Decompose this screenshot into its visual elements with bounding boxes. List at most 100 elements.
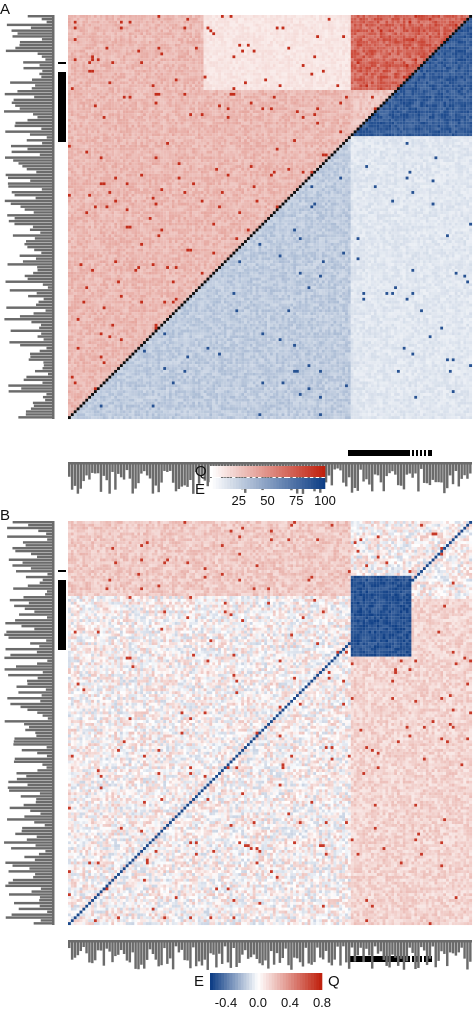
heatmap-cell <box>431 81 435 85</box>
heatmap-cell <box>105 61 109 65</box>
heatmap-cell <box>295 38 299 42</box>
heatmap-cell <box>108 26 112 30</box>
row-bar <box>27 245 52 249</box>
heatmap-cell <box>373 29 377 33</box>
heatmap-cell <box>169 92 172 96</box>
heatmap-cell <box>350 81 354 85</box>
heatmap-cell <box>402 55 406 59</box>
heatmap-cell <box>313 23 317 27</box>
heatmap-cell <box>194 92 198 96</box>
heatmap-cell <box>177 110 181 114</box>
heatmap-cell <box>223 15 227 18</box>
heatmap-cell <box>414 61 418 65</box>
heatmap-cell <box>420 15 423 18</box>
heatmap-cell <box>307 40 311 44</box>
heatmap-cell <box>96 110 100 114</box>
heatmap-cell <box>229 46 233 50</box>
heatmap-cell <box>466 110 470 114</box>
heatmap-cell <box>252 78 256 82</box>
heatmap-cell <box>125 52 129 56</box>
heatmap-cell <box>368 52 372 56</box>
heatmap-cell <box>212 107 216 111</box>
heatmap-cell <box>333 90 337 93</box>
heatmap-cell <box>270 78 273 82</box>
heatmap-cell <box>238 61 242 65</box>
heatmap-cell <box>307 17 311 21</box>
heatmap-cell <box>420 58 423 62</box>
heatmap-cell <box>117 84 120 88</box>
heatmap-cell <box>220 104 224 108</box>
heatmap-cell <box>466 95 470 99</box>
heatmap-cell <box>197 72 201 76</box>
heatmap-cell <box>134 87 138 91</box>
heatmap-cell <box>200 113 204 117</box>
heatmap-cell <box>402 49 406 53</box>
heatmap-cell <box>249 90 253 93</box>
heatmap-cell <box>220 66 224 70</box>
heatmap-cell <box>428 110 432 114</box>
heatmap-cell <box>177 78 181 82</box>
heatmap-cell <box>391 84 395 88</box>
heatmap-cell <box>270 104 273 108</box>
heatmap-cell <box>417 23 421 27</box>
heatmap-cell <box>356 110 360 114</box>
heatmap-cell <box>82 58 86 62</box>
heatmap-cell <box>399 29 403 33</box>
heatmap-cell <box>134 64 138 67</box>
heatmap-cell <box>281 87 285 91</box>
heatmap-cell <box>88 15 92 18</box>
heatmap-cell <box>264 49 268 53</box>
heatmap-cell <box>428 104 432 108</box>
heatmap-cell <box>469 40 473 44</box>
heatmap-cell <box>119 69 123 73</box>
heatmap-cell <box>79 17 83 21</box>
heatmap-cell <box>405 29 409 33</box>
heatmap-cell <box>249 78 253 82</box>
heatmap-cell <box>154 69 158 73</box>
row-bar <box>34 237 52 240</box>
heatmap-cell <box>411 75 415 79</box>
heatmap-cell <box>171 49 175 53</box>
heatmap-cell <box>174 52 178 56</box>
heatmap-cell <box>151 35 155 39</box>
heatmap-cell <box>255 55 259 59</box>
heatmap-cell <box>382 49 386 53</box>
row-bar <box>43 338 52 341</box>
heatmap-cell <box>385 58 389 62</box>
heatmap-cell <box>125 35 129 39</box>
heatmap-cell <box>215 46 219 50</box>
heatmap-cell <box>270 72 273 76</box>
heatmap-cell <box>157 32 161 36</box>
heatmap-cell <box>307 81 311 85</box>
heatmap-cell <box>189 46 193 50</box>
heatmap-cell <box>148 38 152 42</box>
heatmap-cell <box>287 95 291 99</box>
heatmap-cell <box>402 87 406 91</box>
heatmap-cell <box>270 17 273 21</box>
heatmap-cell <box>203 26 207 30</box>
heatmap-cell <box>119 72 123 76</box>
heatmap-cell <box>272 23 276 27</box>
heatmap-cell <box>270 101 273 105</box>
heatmap-cell <box>356 29 360 33</box>
heatmap-cell <box>177 113 181 117</box>
heatmap-cell <box>373 58 377 62</box>
heatmap-cell <box>145 61 149 65</box>
heatmap-cell <box>414 40 418 44</box>
heatmap-cell <box>145 35 149 39</box>
heatmap-cell <box>469 98 473 102</box>
heatmap-cell <box>394 26 398 30</box>
heatmap-cell <box>382 78 386 82</box>
heatmap-cell <box>293 29 297 33</box>
heatmap-cell <box>405 46 409 50</box>
heatmap-cell <box>336 101 340 105</box>
heatmap-cell <box>134 95 138 99</box>
heatmap-cell <box>177 29 181 33</box>
heatmap-cell <box>295 17 299 21</box>
heatmap-cell <box>261 32 265 36</box>
heatmap-cell <box>246 66 250 70</box>
heatmap-cell <box>218 75 221 79</box>
row-bar <box>41 38 52 41</box>
heatmap-cell <box>345 64 348 67</box>
heatmap-cell <box>463 92 467 96</box>
